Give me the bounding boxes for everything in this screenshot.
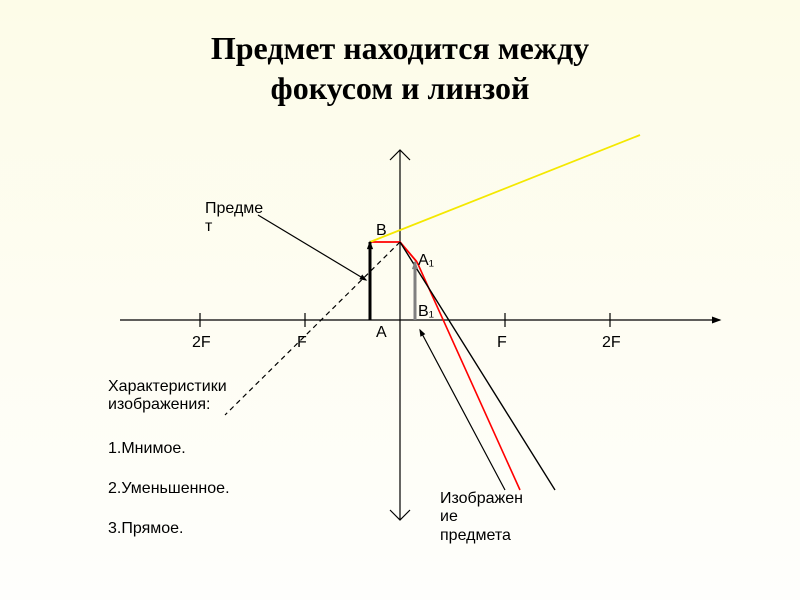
point-A-label: А <box>376 324 387 342</box>
image-caption: Изображен ие предмета <box>440 490 523 545</box>
object-label-l1: Предме <box>205 200 263 217</box>
axis-tick-label: F <box>297 334 325 352</box>
characteristics-item: 3.Прямое. <box>108 520 183 538</box>
axis-tick-label: 2F <box>602 334 630 352</box>
ray-diagram <box>0 0 800 600</box>
axis-tick-label: F <box>497 334 525 352</box>
point-B-label: В <box>376 222 387 240</box>
image-caption-l3: предмета <box>440 527 511 544</box>
point-A1-label: А₁ <box>418 252 434 270</box>
object-label: Предме т <box>205 200 263 237</box>
image-caption-l1: Изображен <box>440 490 523 507</box>
characteristics-title: Характеристики изображения: <box>108 378 263 414</box>
characteristics-item: 2.Уменьшенное. <box>108 480 230 498</box>
characteristics-item: 1.Мнимое. <box>108 440 186 458</box>
point-B1-label: В₁ <box>418 303 434 321</box>
object-label-l2: т <box>205 218 212 235</box>
image-caption-l2: ие <box>440 508 458 525</box>
axis-tick-label: 2F <box>192 334 220 352</box>
